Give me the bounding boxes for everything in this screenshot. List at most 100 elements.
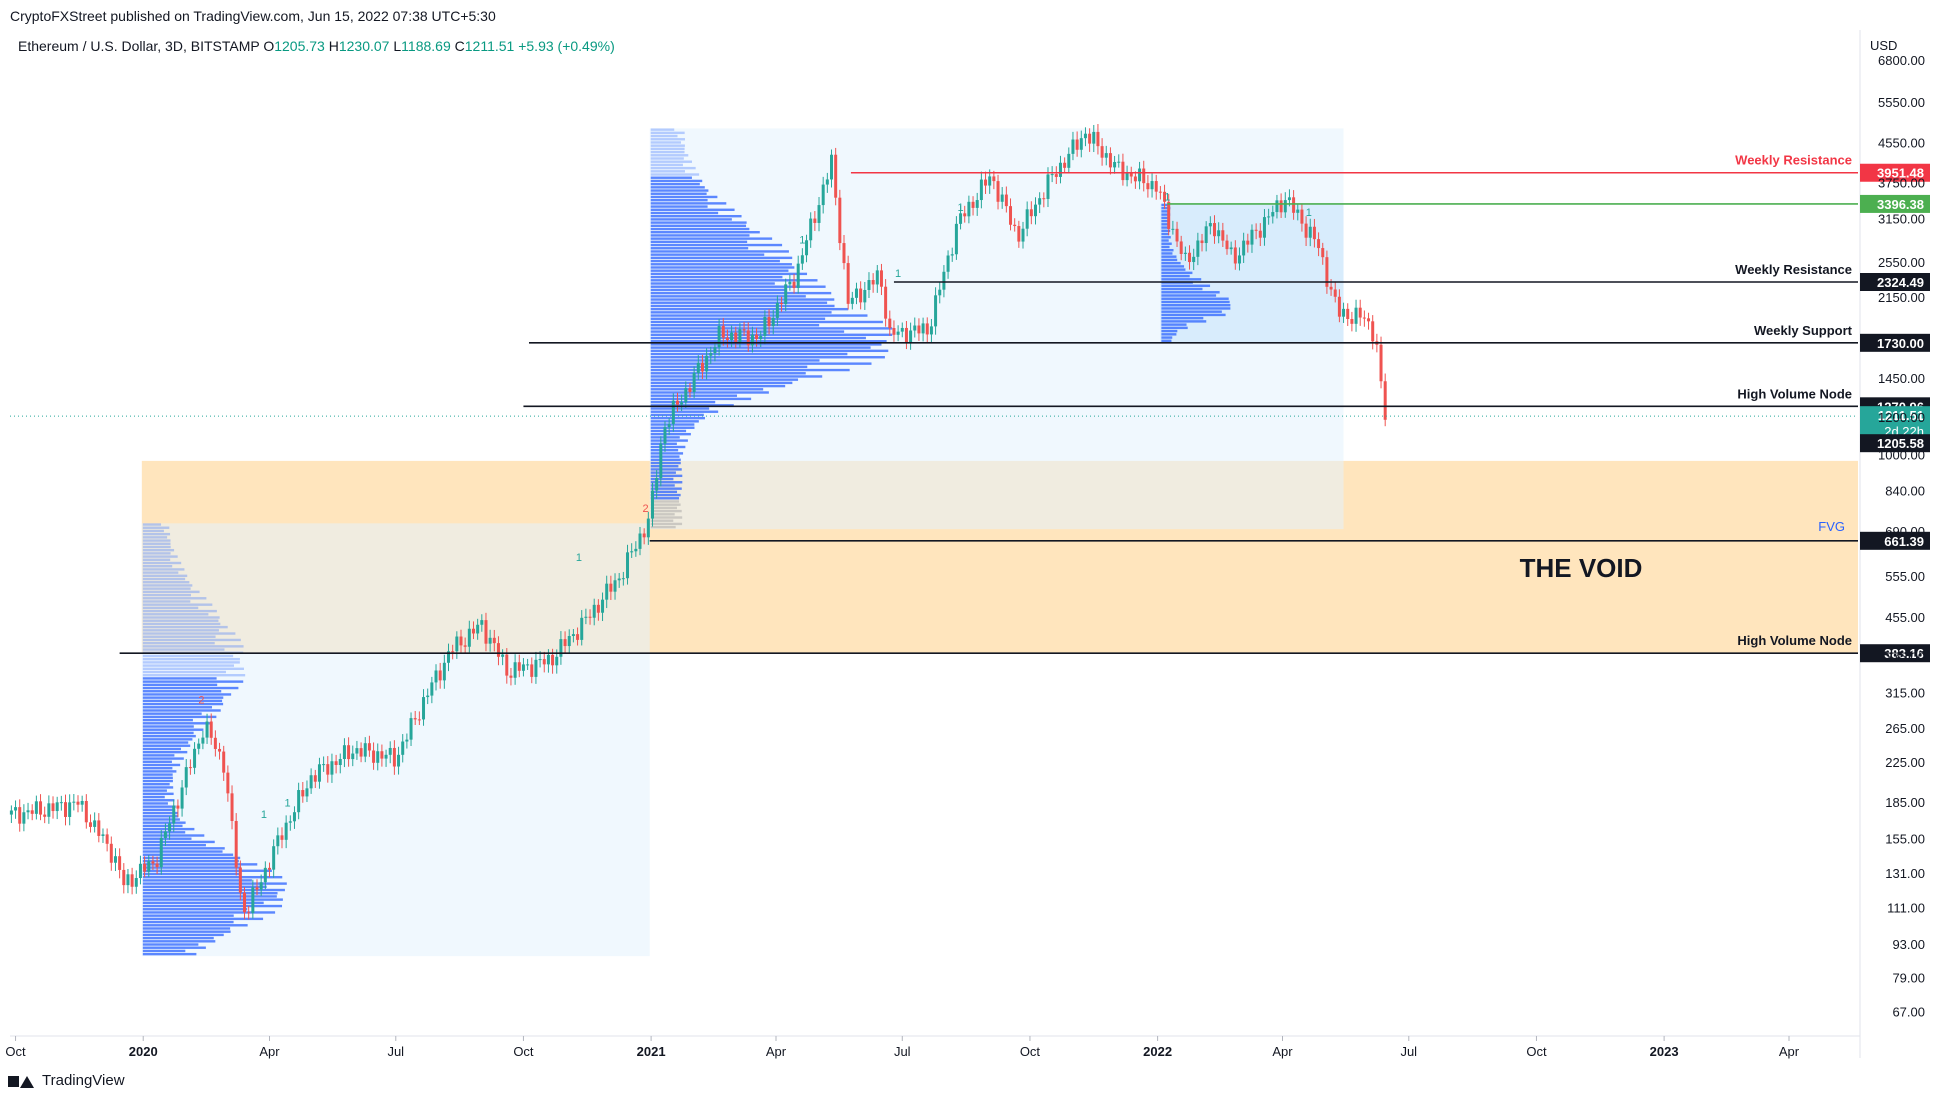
candle-body	[326, 764, 330, 775]
volume-profile-row	[142, 523, 162, 526]
candle-body	[721, 325, 725, 338]
volume-profile-row	[1161, 213, 1171, 216]
volume-profile-row	[142, 766, 173, 770]
x-tick-label: Oct	[513, 1044, 534, 1059]
volume-profile-row	[1161, 229, 1171, 233]
volume-profile-row	[142, 674, 246, 677]
candle-body	[1113, 161, 1117, 168]
volume-profile-row	[650, 410, 719, 413]
candle-body	[1108, 153, 1112, 168]
candle-body	[126, 874, 130, 886]
volume-profile-row	[142, 638, 241, 642]
volume-profile-row	[142, 706, 213, 709]
candle-body	[501, 654, 505, 657]
candle-body	[367, 743, 371, 751]
volume-profile-row	[142, 654, 234, 658]
volume-profile-row	[142, 712, 202, 715]
volume-profile-row	[142, 936, 214, 940]
legend-close-label: C	[454, 38, 465, 54]
x-tick-label: Apr	[766, 1044, 787, 1059]
td-sequential-marker: 1	[261, 809, 267, 821]
candle-body	[1167, 201, 1171, 229]
candle-body	[1033, 204, 1037, 217]
candle-body	[76, 801, 80, 805]
candle-body	[684, 388, 688, 403]
volume-profile-row	[142, 593, 191, 597]
candle-body	[667, 424, 671, 428]
legend-symbol[interactable]: Ethereum / U.S. Dollar, 3D, BITSTAMP	[18, 38, 260, 54]
candle-body	[1004, 194, 1008, 207]
candle-body	[626, 552, 630, 579]
candle-body	[1371, 321, 1375, 342]
candle-body	[505, 654, 509, 676]
candle-body	[888, 318, 892, 329]
volume-profile-row	[1161, 255, 1177, 258]
candle-body	[551, 654, 555, 666]
candle-body	[1050, 174, 1054, 176]
volume-profile-row	[142, 917, 264, 921]
candle-body	[692, 372, 696, 392]
volume-profile-row	[142, 914, 234, 917]
candle-body	[176, 805, 180, 809]
volume-profile-row	[142, 590, 200, 594]
volume-profile-row	[650, 163, 683, 167]
volume-profile-row	[650, 516, 683, 519]
candle-body	[1242, 240, 1246, 256]
candle-body	[1000, 194, 1004, 202]
volume-profile-row	[142, 863, 258, 866]
candle-body	[1088, 133, 1092, 144]
volume-profile-row	[142, 888, 285, 892]
volume-profile-row	[142, 645, 244, 648]
volume-profile-row	[142, 872, 240, 876]
candle-body	[875, 270, 879, 285]
volume-profile-row	[650, 448, 679, 452]
volume-profile-row	[142, 728, 204, 731]
candle-body	[884, 286, 888, 319]
price-tag	[1860, 194, 1930, 213]
candle-body	[118, 856, 122, 870]
candle-body	[892, 328, 896, 335]
candle-body	[1138, 168, 1142, 182]
price-tag-text: 661.39	[1884, 534, 1924, 549]
candle-body	[193, 748, 197, 768]
candle-body	[64, 802, 68, 817]
candle-body	[534, 659, 538, 677]
candle-body	[580, 617, 584, 640]
volume-profile-row	[650, 407, 710, 410]
candle-body	[1358, 307, 1362, 318]
candle-body	[1092, 131, 1096, 144]
candle-body	[517, 662, 521, 671]
candle-body	[313, 775, 317, 782]
volume-profile-row	[650, 340, 887, 343]
volume-profile-row	[650, 186, 705, 189]
candle-body	[1192, 256, 1196, 263]
candle-body	[1158, 191, 1162, 193]
td-sequential-marker: 1	[957, 202, 963, 214]
volume-profile-row	[142, 587, 191, 590]
volume-profile-row	[650, 397, 752, 401]
candle-body	[363, 743, 367, 757]
volume-profile-row	[1161, 316, 1204, 320]
volume-profile-row	[650, 484, 675, 487]
price-tag	[1860, 333, 1930, 352]
candle-body	[780, 302, 784, 305]
volume-profile-row	[650, 429, 687, 433]
candle-body	[655, 478, 659, 491]
legend-low-label: L	[393, 38, 402, 54]
volume-profile-row	[1161, 323, 1187, 326]
candle-body	[530, 664, 534, 677]
candle-body	[738, 329, 742, 343]
y-tick-label: 375.00	[1885, 650, 1925, 665]
candle-body	[184, 767, 188, 788]
volume-profile-row	[142, 750, 188, 754]
candle-body	[288, 821, 292, 823]
td-sequential-marker: 2	[198, 695, 204, 707]
candle-body	[646, 518, 650, 538]
current-price-tag-text: 1211.51	[1878, 408, 1924, 423]
volume-profile-row	[142, 609, 217, 613]
volume-profile-row	[650, 468, 682, 471]
candle-body	[1117, 161, 1121, 163]
volume-profile-row	[1161, 245, 1170, 249]
volume-profile-row	[142, 709, 221, 712]
